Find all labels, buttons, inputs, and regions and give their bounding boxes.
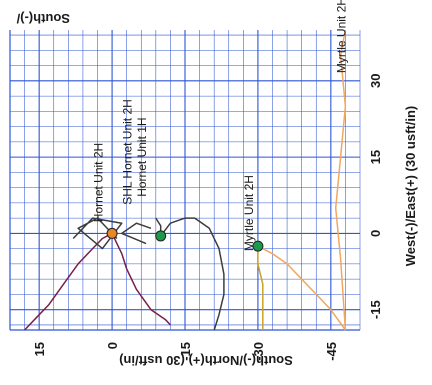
trajectory-lines	[24, 29, 347, 331]
well-label: Myrtle Unit 2H	[242, 175, 256, 251]
x-tick-label: 15	[32, 342, 47, 356]
trajectory-line	[257, 245, 347, 331]
well-label: SHL Hornet Unit 2H	[121, 99, 135, 205]
trajectory-line	[121, 222, 152, 245]
well-label: Myrtle Unit 2H	[334, 0, 348, 73]
x-tick-label: -45	[324, 342, 339, 361]
y-tick-label: -15	[368, 300, 383, 319]
trajectory-line	[72, 217, 123, 250]
well-markers	[106, 227, 264, 252]
well-marker	[155, 230, 167, 242]
well-marker	[106, 227, 118, 239]
top-left-label: South(-)/	[16, 11, 70, 26]
y-axis-title: West(-)/East(+) (30 usft/in)	[403, 106, 418, 266]
well-label: Hornet Unit 2H	[91, 143, 105, 222]
x-axis-title: South(-)/North(+) (30 usft/in)	[119, 353, 293, 368]
trajectory-line	[334, 29, 347, 331]
trajectory-line	[24, 232, 113, 331]
y-tick-label: 30	[368, 74, 383, 88]
x-tick-label: 0	[105, 342, 120, 349]
trajectory-line	[257, 246, 264, 330]
x-tick-labels: 15 0 -15 -30 -45	[32, 342, 339, 361]
well-labels: Hornet Unit 2H SHL Hornet Unit 2H Hornet U…	[91, 0, 348, 251]
well-marker	[252, 240, 264, 252]
y-tick-label: 0	[368, 230, 383, 237]
trajectory-line	[160, 217, 225, 331]
x-tick-label: -15	[178, 342, 193, 361]
y-tick-labels: -15 0 15 30	[368, 74, 383, 320]
trajectory-line	[111, 233, 171, 326]
y-tick-label: 15	[368, 150, 383, 164]
x-tick-label: -30	[251, 342, 266, 361]
well-label: Hornet Unit 1H	[135, 117, 149, 196]
